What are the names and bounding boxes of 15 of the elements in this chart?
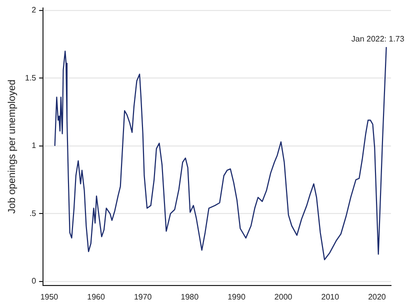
annotation: Jan 2022: 1.73 (351, 34, 405, 44)
x-tick-label: 1950 (40, 292, 59, 302)
y-tick-label: 0 (32, 276, 37, 286)
x-tick-label: 2010 (321, 292, 340, 302)
y-tick-label: 2 (32, 6, 37, 15)
y-tick-label: 1 (32, 141, 37, 150)
x-tick-label: 1980 (180, 292, 200, 302)
y-axis-title: Job openings per unemployed (6, 80, 18, 214)
x-tick-label: 1990 (228, 292, 246, 302)
x-tick-label: 1960 (87, 292, 106, 302)
x-tick-label: 1970 (134, 292, 152, 302)
y-tick-label: .5 (29, 208, 37, 218)
x-tick-label: 2020 (368, 292, 386, 302)
x-tick-label: 2000 (274, 292, 293, 302)
y-tick-label: 1.5 (24, 73, 37, 82)
